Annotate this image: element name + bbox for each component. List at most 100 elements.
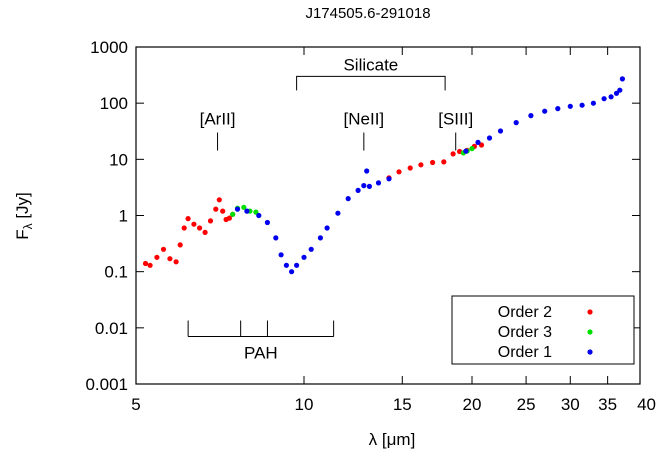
data-point bbox=[608, 94, 614, 100]
data-point bbox=[256, 212, 262, 219]
data-point bbox=[216, 197, 222, 203]
silicate-label: Silicate bbox=[343, 55, 398, 74]
data-point bbox=[590, 100, 597, 106]
data-point bbox=[142, 260, 149, 267]
data-point bbox=[226, 215, 232, 221]
y-axis: 0.001 0.01 0.1 1 10 100 1000 bbox=[85, 38, 640, 394]
data-point bbox=[278, 252, 284, 258]
data-point bbox=[289, 269, 295, 275]
data-point bbox=[528, 113, 534, 119]
y-axis-label: Fλ [Jy] bbox=[13, 192, 35, 240]
legend-marker bbox=[587, 349, 593, 355]
data-point bbox=[355, 187, 361, 193]
data-point bbox=[301, 254, 307, 260]
y-tick-label: 1000 bbox=[90, 38, 128, 57]
data-point bbox=[366, 183, 372, 189]
data-point bbox=[207, 218, 214, 224]
data-point bbox=[173, 259, 179, 265]
legend-label: Order 3 bbox=[498, 324, 552, 341]
y-tick-label: 0.01 bbox=[95, 319, 128, 338]
data-point bbox=[202, 229, 208, 235]
data-point bbox=[418, 162, 424, 168]
legend-label: Order 2 bbox=[498, 304, 552, 321]
data-point bbox=[253, 209, 259, 215]
x-tick-label: 40 bbox=[637, 395, 656, 414]
data-point bbox=[375, 180, 382, 186]
data-point bbox=[345, 196, 351, 202]
data-point bbox=[513, 120, 519, 126]
y-axis-label-subscript: λ bbox=[21, 223, 35, 229]
data-point bbox=[463, 148, 469, 154]
data-point bbox=[308, 246, 314, 252]
data-point bbox=[283, 262, 289, 268]
legend-label: Order 1 bbox=[498, 344, 552, 361]
chart-title: J174505.6-291018 bbox=[305, 5, 430, 22]
y-tick-label: 0.1 bbox=[104, 263, 128, 282]
y-axis-label-main: F bbox=[13, 229, 32, 239]
x-axis: 5 10 15 20 25 30 35 40 bbox=[131, 47, 656, 414]
data-point bbox=[191, 221, 197, 227]
legend-marker bbox=[587, 329, 593, 335]
data-point bbox=[244, 208, 250, 214]
y-tick-label: 10 bbox=[109, 150, 128, 169]
annotations: Silicate [ArII] [NeII] [SIII] PAH bbox=[187, 55, 473, 363]
x-axis-label: λ [μm] bbox=[369, 430, 416, 449]
data-point bbox=[396, 169, 402, 175]
data-points bbox=[142, 76, 626, 275]
x-tick-label: 35 bbox=[598, 395, 617, 414]
data-point bbox=[181, 225, 187, 231]
x-tick-label: 25 bbox=[517, 395, 536, 414]
x-tick-label: 30 bbox=[561, 395, 580, 414]
legend-marker bbox=[587, 309, 593, 315]
line-label: [SIII] bbox=[438, 110, 473, 129]
data-point bbox=[197, 225, 203, 231]
data-point bbox=[497, 128, 504, 134]
data-point bbox=[450, 151, 456, 157]
data-point bbox=[160, 246, 167, 252]
data-point bbox=[542, 108, 548, 114]
y-tick-label: 1 bbox=[119, 207, 128, 226]
data-point bbox=[430, 159, 436, 166]
data-point bbox=[220, 208, 226, 214]
y-tick-label: 100 bbox=[100, 94, 128, 113]
line-label: [NeII] bbox=[344, 110, 385, 129]
y-tick-label: 0.001 bbox=[85, 375, 128, 394]
data-point bbox=[469, 146, 475, 152]
data-point bbox=[294, 262, 300, 268]
data-point bbox=[617, 87, 623, 93]
data-point bbox=[317, 235, 323, 241]
data-point bbox=[407, 165, 413, 171]
legend: Order 2 Order 3 Order 1 bbox=[451, 295, 635, 365]
line-label: [ArII] bbox=[200, 110, 236, 129]
data-point bbox=[241, 204, 247, 210]
x-tick-label: 15 bbox=[393, 395, 412, 414]
data-point bbox=[567, 103, 573, 109]
data-point bbox=[213, 206, 219, 212]
data-point bbox=[619, 76, 626, 82]
data-point bbox=[601, 96, 607, 102]
data-point bbox=[234, 206, 241, 212]
x-tick-label: 20 bbox=[463, 395, 482, 414]
data-point bbox=[364, 168, 370, 174]
data-point bbox=[324, 225, 330, 231]
data-point bbox=[361, 183, 367, 189]
data-point bbox=[230, 211, 236, 217]
data-point bbox=[486, 135, 493, 141]
data-point bbox=[613, 90, 620, 96]
data-point bbox=[273, 235, 279, 241]
data-point bbox=[441, 159, 447, 165]
silicate-bracket bbox=[296, 75, 446, 91]
data-point bbox=[177, 242, 183, 248]
x-tick-label: 10 bbox=[295, 395, 314, 414]
data-point bbox=[386, 176, 392, 182]
data-point bbox=[154, 254, 160, 260]
data-point bbox=[579, 102, 585, 108]
data-point bbox=[555, 106, 561, 112]
data-point bbox=[335, 210, 341, 216]
data-point bbox=[167, 256, 173, 262]
x-tick-label: 5 bbox=[131, 395, 140, 414]
data-point bbox=[264, 219, 270, 226]
data-point bbox=[147, 262, 153, 268]
data-point bbox=[185, 216, 191, 222]
